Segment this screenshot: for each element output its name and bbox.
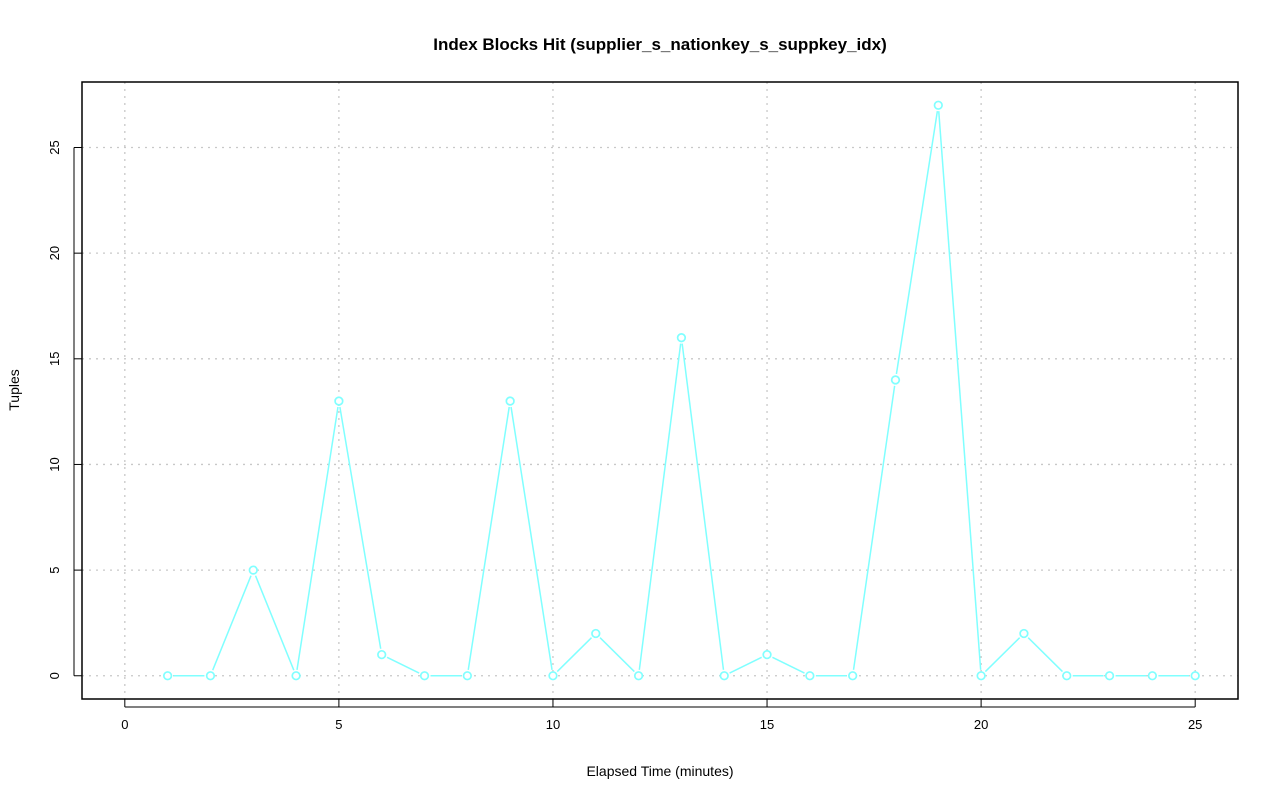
data-point — [248, 565, 258, 575]
data-point — [805, 671, 815, 681]
data-point — [162, 671, 173, 681]
data-point — [505, 396, 515, 406]
series-line-segment — [638, 343, 682, 670]
y-tick-label: 20 — [47, 246, 62, 260]
data-point — [205, 671, 216, 681]
series-line-segment — [599, 637, 635, 673]
data-point — [419, 671, 430, 681]
data-point — [633, 671, 644, 681]
data-point — [1062, 671, 1072, 681]
series-line-segment — [984, 637, 1021, 673]
series-line-segment — [254, 575, 295, 671]
series-line-segment — [510, 406, 553, 670]
data-point — [719, 671, 729, 681]
data-point — [848, 671, 858, 681]
series-line-segment — [296, 406, 339, 670]
data-point — [334, 396, 344, 406]
y-axis-label: Tuples — [6, 369, 22, 411]
data-point — [462, 671, 472, 681]
plot-frame — [81, 81, 1239, 700]
series-line-segment — [339, 406, 382, 649]
series-line-segment — [681, 343, 725, 670]
data-point — [676, 333, 687, 343]
data-point — [1019, 628, 1029, 639]
data-point — [591, 628, 601, 639]
chart-title: Index Blocks Hit (supplier_s_nationkey_s… — [433, 35, 887, 54]
y-tick-label: 25 — [47, 140, 62, 154]
data-point — [1147, 671, 1158, 681]
series — [162, 100, 1200, 681]
x-tick-label: 15 — [760, 717, 774, 732]
series-line-segment — [895, 111, 939, 375]
y-tick-label: 10 — [47, 457, 62, 471]
x-tick-label: 20 — [974, 717, 988, 732]
x-tick-label: 10 — [546, 717, 560, 732]
x-tick-label: 5 — [335, 717, 342, 732]
y-tick-label: 0 — [47, 672, 62, 679]
series-line-segment — [386, 656, 420, 674]
data-point — [377, 649, 387, 660]
data-point — [291, 671, 301, 681]
data-point — [1104, 671, 1115, 681]
data-point — [976, 671, 986, 681]
series-line-segment — [937, 111, 982, 670]
x-axis-label: Elapsed Time (minutes) — [586, 763, 733, 779]
series-line-segment — [467, 406, 510, 670]
x-tick-label: 25 — [1188, 717, 1202, 732]
series-line-segment — [772, 656, 805, 674]
data-point — [933, 100, 943, 110]
series-line-segment — [212, 575, 252, 671]
axes: 0 5 10 15 20 25 0 5 10 15 20 25 — [47, 140, 1202, 732]
x-tick-label: 0 — [121, 717, 128, 732]
data-point — [762, 649, 772, 660]
y-tick-label: 5 — [47, 566, 62, 573]
data-point — [548, 671, 558, 681]
series-line-segment — [729, 656, 762, 674]
series-line-segment — [852, 385, 896, 670]
series-line-segment — [556, 637, 593, 673]
series-line-segment — [1027, 637, 1063, 673]
y-tick-label: 15 — [47, 352, 62, 366]
data-point — [1190, 671, 1200, 681]
data-point — [890, 375, 901, 385]
grid — [82, 82, 1238, 699]
